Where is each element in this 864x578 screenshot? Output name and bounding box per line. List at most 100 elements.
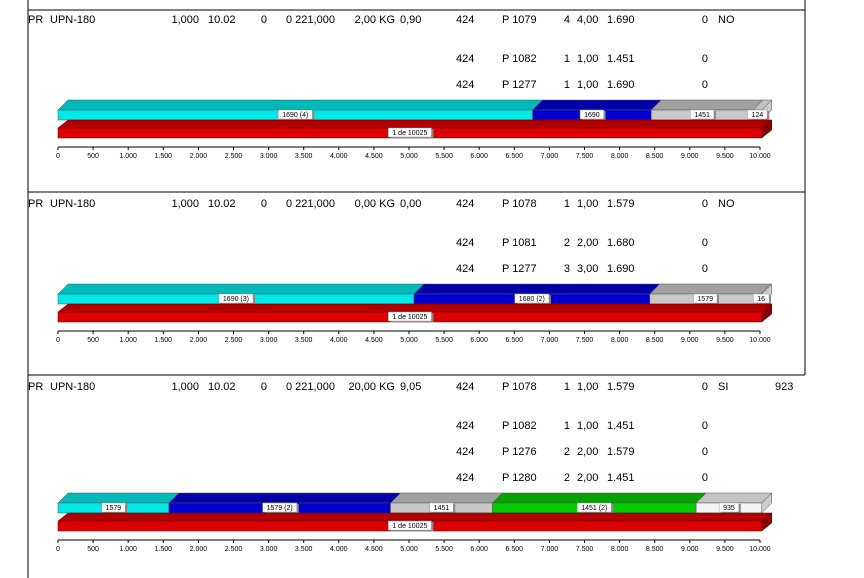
row-cell: 0 bbox=[702, 472, 708, 484]
header-cell: 424 bbox=[456, 381, 474, 393]
header-cell: 1,000 bbox=[171, 198, 199, 210]
tick-label: 1.500 bbox=[155, 153, 173, 160]
label-box bbox=[429, 502, 454, 513]
row-cell: 0 bbox=[702, 420, 708, 432]
tick-label: 2.500 bbox=[225, 546, 243, 553]
header-cell: 1 bbox=[564, 381, 570, 393]
header-cell: UPN-180 bbox=[50, 381, 95, 393]
tick-label: 500 bbox=[87, 153, 99, 160]
tick-label: 9.500 bbox=[716, 546, 734, 553]
segment-top bbox=[57, 99, 544, 111]
header-cell: 10.02 bbox=[208, 198, 236, 210]
tick-label: 2.500 bbox=[225, 153, 243, 160]
header-cell: NO bbox=[718, 14, 735, 26]
tick-label: 4.000 bbox=[330, 153, 348, 160]
row-cell: 0 bbox=[702, 79, 708, 91]
tick-label: 8.000 bbox=[611, 337, 629, 344]
row-cell: 1,00 bbox=[577, 420, 598, 432]
header-cell: 0 bbox=[261, 198, 267, 210]
header-cell: 10.02 bbox=[208, 14, 236, 26]
label-box bbox=[101, 502, 126, 513]
row-cell: 3,00 bbox=[577, 263, 598, 275]
label-box bbox=[388, 520, 432, 531]
tick-label: 8.000 bbox=[611, 546, 629, 553]
label-box bbox=[388, 127, 432, 138]
row-cell: P 1081 bbox=[502, 237, 537, 249]
header-cell: 0 bbox=[261, 381, 267, 393]
tick-label: 10.000 bbox=[749, 337, 771, 344]
row-cell: 1.451 bbox=[607, 53, 635, 65]
tick-label: 9.500 bbox=[716, 153, 734, 160]
segment-top bbox=[57, 283, 425, 295]
segment-label: 1 de 10025 bbox=[392, 523, 427, 530]
segment-label: 1579 (2) bbox=[267, 505, 293, 512]
stock-top bbox=[57, 303, 773, 313]
header-cell: NO bbox=[718, 198, 735, 210]
segment-top bbox=[531, 99, 662, 111]
header-cell: 10.02 bbox=[208, 381, 236, 393]
tick-label: 8.500 bbox=[646, 153, 664, 160]
tick-label: 3.000 bbox=[260, 337, 278, 344]
row-cell: P 1276 bbox=[502, 446, 537, 458]
tick-label: 6.000 bbox=[470, 546, 488, 553]
tick-label: 10.000 bbox=[749, 546, 771, 553]
header-cell: 424 bbox=[456, 198, 474, 210]
header-cell: P 1078 bbox=[502, 381, 537, 393]
row-cell: 2,00 bbox=[577, 237, 598, 249]
tick-label: 3.500 bbox=[295, 337, 313, 344]
segment-label: 1690 (3) bbox=[223, 296, 249, 303]
tick-label: 5.000 bbox=[400, 337, 418, 344]
segment-top bbox=[413, 283, 661, 295]
row-cell: 1.579 bbox=[607, 446, 635, 458]
row-cell: 1.680 bbox=[607, 237, 635, 249]
row-cell: 0 bbox=[702, 446, 708, 458]
segment-label: 935 bbox=[723, 505, 735, 512]
tick-label: 4.000 bbox=[330, 337, 348, 344]
row-cell: 2,00 bbox=[577, 446, 598, 458]
header-cell: 4,00 bbox=[577, 14, 598, 26]
segment-label: 124 bbox=[752, 112, 764, 119]
header-cell: 9,05 bbox=[400, 381, 421, 393]
tick-label: 6.500 bbox=[506, 337, 524, 344]
tick-label: 5.500 bbox=[435, 337, 453, 344]
label-box bbox=[576, 502, 612, 513]
header-cell: PR bbox=[28, 381, 43, 393]
tick-label: 2.000 bbox=[190, 337, 208, 344]
header-cell: 4 bbox=[564, 14, 570, 26]
row-cell: P 1277 bbox=[502, 79, 537, 91]
tick-label: 3.000 bbox=[260, 546, 278, 553]
header-cell: 1,00 bbox=[577, 198, 598, 210]
tick-label: 7.500 bbox=[576, 153, 594, 160]
segment-label: 1690 (4) bbox=[282, 112, 308, 119]
segment-top bbox=[649, 283, 772, 295]
tick-label: 7.000 bbox=[541, 337, 559, 344]
header-cell: 0,00 bbox=[400, 198, 421, 210]
tick-label: 9.000 bbox=[681, 337, 699, 344]
header-cell: 20,00 KG bbox=[349, 381, 395, 393]
header-cell: 0 221,000 bbox=[286, 198, 335, 210]
tick-label: 6.000 bbox=[470, 153, 488, 160]
tick-label: 7.500 bbox=[576, 546, 594, 553]
label-box bbox=[690, 109, 715, 120]
tick-label: 1.000 bbox=[119, 153, 137, 160]
tick-label: 4.500 bbox=[365, 546, 383, 553]
header-cell: 424 bbox=[456, 14, 474, 26]
row-cell: 424 bbox=[456, 53, 474, 65]
segment-label: 1579 bbox=[106, 505, 122, 512]
row-cell: 424 bbox=[456, 79, 474, 91]
header-cell: PR bbox=[28, 198, 43, 210]
tick-label: 0 bbox=[56, 546, 60, 553]
row-cell: 1,00 bbox=[577, 79, 598, 91]
row-cell: 2 bbox=[564, 446, 570, 458]
segment-top bbox=[389, 492, 504, 504]
segment-label: 1451 (2) bbox=[581, 505, 607, 512]
tick-label: 7.000 bbox=[541, 546, 559, 553]
segment-label: 1451 bbox=[434, 505, 450, 512]
tick-label: 5.500 bbox=[435, 153, 453, 160]
tick-label: 5.000 bbox=[400, 546, 418, 553]
segment-label: 1 de 10025 bbox=[392, 314, 427, 321]
segment-label: 1579 bbox=[697, 296, 713, 303]
tick-label: 6.500 bbox=[506, 546, 524, 553]
header-cell: SI bbox=[718, 381, 728, 393]
